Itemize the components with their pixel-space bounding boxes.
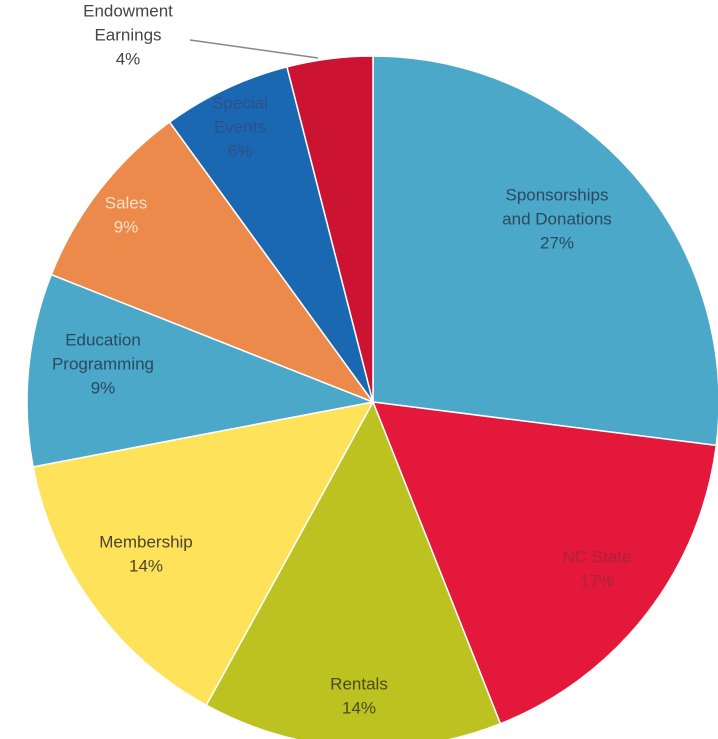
pie-label-line: Sponsorships: [505, 185, 608, 204]
pie-label-endowment: Endowment Earnings 4%: [83, 1, 173, 68]
pie-slice-membership: [32, 400, 375, 707]
pie-labels: Sponsorships and Donations 27% NC State 17% R…: [52, 1, 632, 717]
pie-label-line: 9%: [114, 217, 139, 236]
pie-slice-sponsorships: [372, 55, 718, 447]
pie-slice-endowment: [286, 55, 374, 403]
pie-label-line: Education: [65, 330, 141, 349]
pie-label-line: 14%: [342, 698, 376, 717]
pie-label-sponsorships: Sponsorships and Donations 27%: [502, 185, 612, 252]
pie-label-line: Events: [214, 117, 266, 136]
pie-label-line: Membership: [99, 532, 193, 551]
pie-label-line: NC State: [563, 547, 632, 566]
pie-label-line: Rentals: [330, 674, 388, 693]
pie-slice-rentals: [205, 400, 502, 739]
pie-slice-education: [26, 273, 376, 468]
pie-slice-special: [168, 65, 374, 403]
pie-label-line: 14%: [129, 556, 163, 575]
pie-label-line: 9%: [91, 378, 116, 397]
pie-label-membership: Membership 14%: [99, 532, 193, 575]
pie-label-education: Education Programming 9%: [52, 330, 154, 397]
pie-label-line: Endowment: [83, 1, 173, 20]
endowment-leader-line: [189, 39, 319, 59]
pie-label-line: and Donations: [502, 209, 612, 228]
pie-label-sales: Sales 9%: [105, 193, 148, 236]
pie-label-line: 6%: [228, 141, 253, 160]
pie-label-rentals: Rentals 14%: [330, 674, 388, 717]
pie-label-line: 27%: [540, 233, 574, 252]
pie-slice-sales: [50, 121, 376, 404]
pie-label-line: Programming: [52, 354, 154, 373]
pie-label-line: 4%: [116, 49, 141, 68]
pie-slice-nc-state: [371, 401, 718, 725]
pie-label-special: Special Events 6%: [212, 93, 268, 160]
pie-label-line: 17%: [580, 571, 614, 590]
pie-label-line: Special: [212, 93, 268, 112]
pie-label-line: Earnings: [94, 25, 161, 44]
pie-label-nc-state: NC State 17%: [563, 547, 632, 590]
pie-slices: [26, 55, 718, 739]
pie-label-line: Sales: [105, 193, 148, 212]
